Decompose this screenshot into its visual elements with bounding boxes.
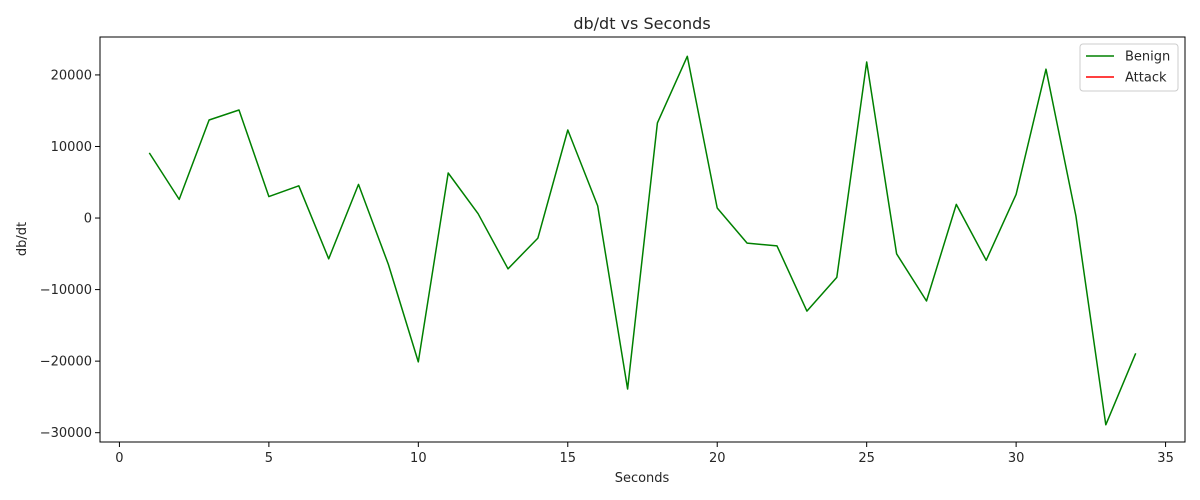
x-tick-label: 10 [410, 451, 427, 466]
y-tick-label: −20000 [40, 355, 92, 370]
x-axis-ticks: 0 5 10 15 20 25 30 35 [115, 442, 1174, 466]
y-tick-label: 0 [84, 212, 92, 227]
y-tick-label: 10000 [51, 140, 92, 155]
x-tick-label: 5 [265, 451, 273, 466]
x-tick-label: 35 [1157, 451, 1174, 466]
x-axis-label: Seconds [615, 471, 670, 486]
chart-title: db/dt vs Seconds [573, 14, 710, 33]
y-axis-label: db/dt [15, 222, 30, 256]
x-tick-label: 20 [709, 451, 726, 466]
plot-frame [99, 36, 1186, 443]
y-tick-label: 20000 [51, 68, 92, 83]
y-tick-label: −30000 [40, 426, 92, 441]
legend: Benign Attack [1079, 43, 1179, 92]
y-axis-ticks: −30000 −20000 −10000 0 10000 20000 [40, 68, 100, 441]
x-tick-label: 25 [858, 451, 875, 466]
x-tick-label: 15 [560, 451, 577, 466]
series-line-benign [148, 55, 1137, 426]
x-tick-label: 30 [1008, 451, 1025, 466]
y-tick-label: −10000 [40, 283, 92, 298]
legend-label-attack: Attack [1125, 71, 1167, 86]
x-tick-label: 0 [115, 451, 123, 466]
legend-label-benign: Benign [1125, 50, 1170, 65]
plot-area [148, 55, 1137, 426]
